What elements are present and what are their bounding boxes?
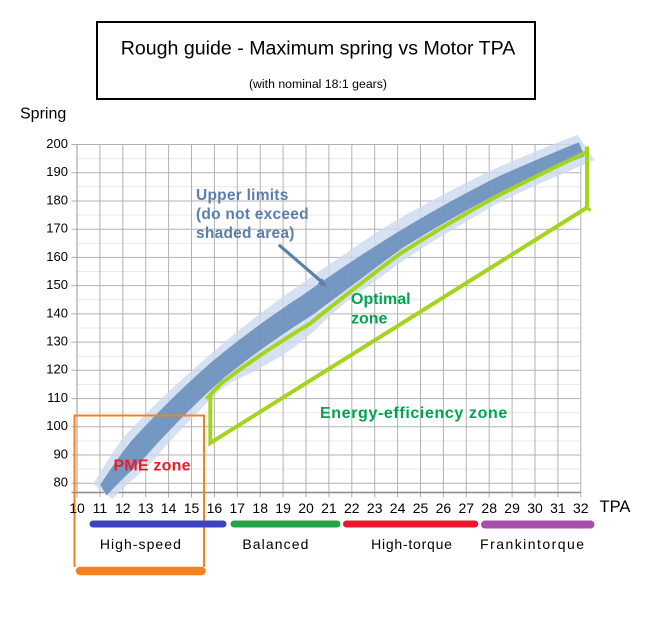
svg-text:27: 27 [459,500,475,516]
svg-text:28: 28 [481,500,497,516]
svg-text:180: 180 [46,192,68,207]
svg-text:100: 100 [46,418,68,433]
svg-text:(do not exceed: (do not exceed [196,206,309,223]
svg-text:Frankintorque: Frankintorque [480,536,586,552]
svg-text:32: 32 [573,500,589,516]
svg-text:140: 140 [46,305,68,320]
svg-text:19: 19 [275,500,291,516]
svg-text:31: 31 [550,500,566,516]
svg-text:30: 30 [527,500,543,516]
svg-text:High-speed: High-speed [100,536,182,552]
svg-text:13: 13 [138,500,154,516]
svg-text:26: 26 [436,500,452,516]
svg-text:12: 12 [115,500,131,516]
svg-text:Optimal: Optimal [351,291,411,308]
svg-text:15: 15 [184,500,200,516]
svg-text:PME zone: PME zone [114,458,191,475]
svg-text:Energy-efficiency zone: Energy-efficiency zone [320,405,508,422]
svg-text:10: 10 [69,500,85,516]
svg-text:25: 25 [413,500,429,516]
svg-text:21: 21 [321,500,337,516]
svg-text:160: 160 [46,249,68,264]
svg-text:(with nominal 18:1 gears): (with nominal 18:1 gears) [249,77,387,91]
svg-text:110: 110 [47,390,68,405]
svg-text:23: 23 [367,500,383,516]
svg-text:Balanced: Balanced [242,536,309,552]
svg-text:Spring: Spring [20,106,66,123]
svg-text:17: 17 [230,500,246,516]
svg-text:24: 24 [390,500,406,516]
svg-text:16: 16 [207,500,223,516]
svg-text:14: 14 [161,500,177,516]
svg-text:120: 120 [46,362,68,377]
svg-text:200: 200 [46,136,68,151]
svg-text:zone: zone [351,311,388,328]
svg-text:29: 29 [504,500,520,516]
svg-text:High-torque: High-torque [371,536,453,552]
svg-text:90: 90 [54,446,68,461]
svg-text:shaded area): shaded area) [196,225,295,242]
svg-text:190: 190 [46,164,68,179]
svg-text:80: 80 [54,475,68,490]
svg-text:11: 11 [93,500,108,516]
svg-text:18: 18 [252,500,268,516]
svg-text:20: 20 [298,500,314,516]
svg-text:TPA: TPA [600,498,631,516]
svg-text:Rough guide - Maximum spring v: Rough guide - Maximum spring vs Motor TP… [121,38,516,60]
svg-text:22: 22 [344,500,360,516]
svg-text:150: 150 [46,277,68,292]
svg-text:170: 170 [46,221,68,236]
svg-text:Upper limits: Upper limits [196,187,289,204]
svg-text:130: 130 [46,334,68,349]
